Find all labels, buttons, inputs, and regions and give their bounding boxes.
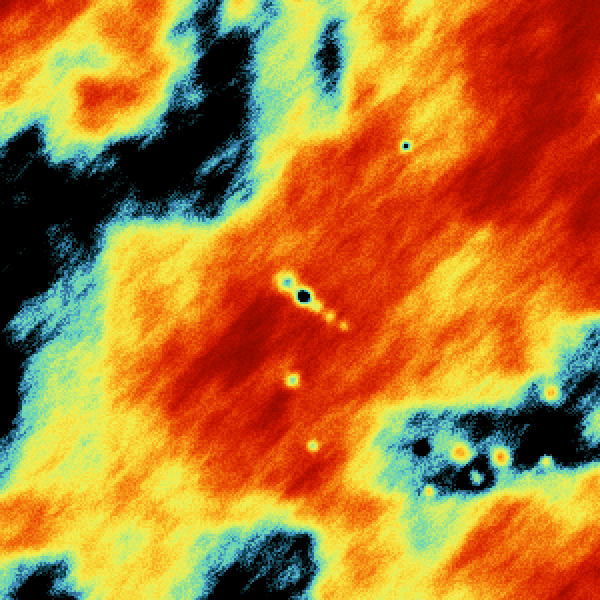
satellite-image-viewport bbox=[0, 0, 600, 600]
satellite-ir-cloud-image bbox=[0, 0, 600, 600]
